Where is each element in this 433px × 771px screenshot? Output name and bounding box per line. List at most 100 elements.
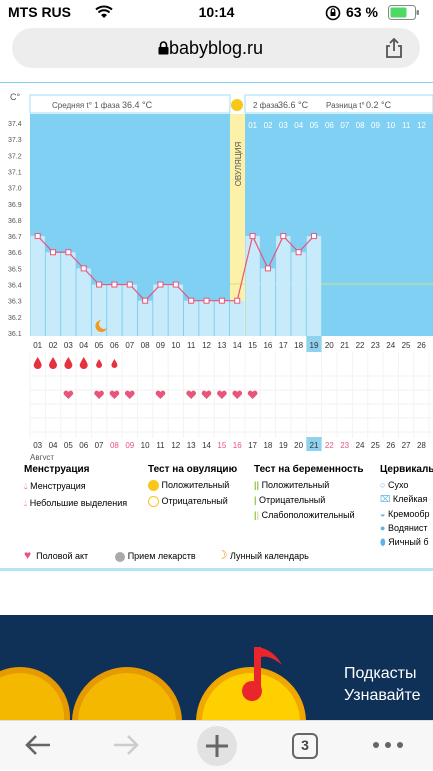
heart-icon [63,390,74,399]
back-arrow-icon[interactable] [22,729,54,761]
ovulation-column [230,114,245,336]
diff-label: Разница t° [326,101,365,110]
cycle-day-label: 19 [310,341,319,350]
temperature-point [34,233,41,240]
phase2-day-label: 09 [371,121,380,130]
url-text[interactable]: babyblog.ru [168,38,264,58]
promo-line-2: Узнавайте [344,687,421,704]
blood-drop-icon: 💧︎ [24,481,28,491]
date-label: 10 [141,441,150,450]
phase2-day-label: 06 [325,121,334,130]
date-label: 04 [49,441,58,450]
plus-icon [206,735,228,757]
temperature-point [310,233,317,240]
cycle-day-label: 04 [79,341,88,350]
date-label: 14 [202,441,211,450]
cycle-day-label: 10 [171,341,180,350]
y-tick-label: 36.6 [8,250,22,257]
tab-switcher-button[interactable]: 3 [292,733,318,759]
temperature-point [203,297,210,304]
y-tick-label: 36.1 [8,331,22,338]
phase2-day-label: 03 [279,121,288,130]
cycle-day-label: 14 [233,341,242,350]
phase2-day-label: 11 [402,121,411,130]
legend-menstruation-title: Менструация [24,464,90,475]
menstruation-drop-icon [79,357,88,369]
dry-icon: ○ [380,480,386,490]
date-label: 26 [386,441,395,450]
date-label: 03 [33,441,42,450]
phase2-day-label: 04 [294,121,303,130]
temperature-point [50,249,57,256]
two-lines-icon: || [254,480,260,490]
new-tab-button[interactable] [197,726,237,766]
phase2-day-row: 01 02 03 04 05 06 07 08 09 10 11 12 [248,121,426,130]
y-tick-label: 36.2 [8,315,22,322]
temperature-point [234,297,241,304]
moon-icon [95,320,107,332]
share-icon[interactable] [384,37,404,59]
y-tick-label: 36.7 [8,234,22,241]
cycle-day-label: 12 [202,341,211,350]
date-label: 08 [110,441,119,450]
temperature-bar [260,268,276,336]
date-row: 03 04 05 06 07 08 09 10 11 12 13 14 15 16 17 18 19 20 21 22… [33,437,426,451]
y-tick-label: 37.2 [8,153,22,160]
address-bar[interactable]: babyblog.ru [12,28,420,68]
y-unit-label: C° [10,92,20,102]
cycle-day-label: 09 [156,341,165,350]
spotting-drop-icon [111,359,118,368]
creamy-icon: ◒ [380,509,386,519]
legend-spotting-item: Небольшие выделения [29,498,128,508]
y-tick-label: 36.4 [8,283,22,290]
temperature-bar [276,236,291,336]
date-label: 16 [233,441,242,450]
cycle-day-row-bg [30,336,433,352]
legend-cervical-creamy: Кремообр [387,509,430,519]
cycle-day-label: 22 [356,341,365,350]
temperature-point [280,233,287,240]
cycle-day-label: 20 [325,341,334,350]
heart-icon [201,390,212,399]
legend-pregnancy-positive: Положительный [261,480,330,490]
legend-cervical-dry: Сухо [387,480,409,490]
temperature-bar [45,252,61,336]
temperature-bar [184,300,199,336]
y-tick-label: 36.5 [8,266,22,273]
diff-value: 0.2 °C [366,100,392,110]
legend-pregnancy-faint: Слабоположительный [261,510,355,520]
forward-arrow-icon[interactable] [110,729,142,761]
legend-medication: Прием лекарств [127,551,196,561]
legend-menstruation: Менструация 💧︎ Менструация 💧︎ Небольшие … [24,464,127,509]
legend-cervical-title: Цервикальн [380,464,433,475]
podcast-ad-banner[interactable]: Подкасты Узнавайте [0,615,433,720]
temperature-point [126,281,133,288]
widget-bottom-border [0,568,433,571]
date-label: 11 [156,441,165,450]
date-label: 15 [217,441,226,450]
ovulation-label: ОВУЛЯЦИЯ [234,141,243,186]
bbt-chart-widget: C° 37.4 37.3 37.2 37.1 37.0 36.9 36.8 36.7 36.6 3… [0,81,433,572]
small-drop-icon: 💧︎ [24,499,28,508]
faint-lines-icon: || [254,510,260,520]
date-label: 19 [279,441,288,450]
more-options-icon[interactable] [370,729,406,761]
phase2-value: 36.6 °C [278,100,309,110]
phase1-label: Средняя t° 1 фаза [52,101,120,110]
legend-cervical-watery: Водянист [387,523,428,533]
heart-icon [247,390,258,399]
legend-ovulation-title: Тест на овуляцию [148,464,238,475]
y-tick-label: 37.0 [8,186,22,193]
coin-left [0,667,70,720]
temperature-point [264,265,271,272]
temperature-point [172,281,179,288]
legend-moon: Лунный календарь [230,551,309,561]
lock-icon [158,41,169,55]
date-label: 28 [417,441,426,450]
y-tick-label: 36.8 [8,218,22,225]
heart-icon: ♥ [24,548,32,562]
y-tick-label: 37.1 [8,169,22,176]
temperature-point [157,281,164,288]
cycle-day-label: 03 [64,341,73,350]
temperature-point [249,233,256,240]
